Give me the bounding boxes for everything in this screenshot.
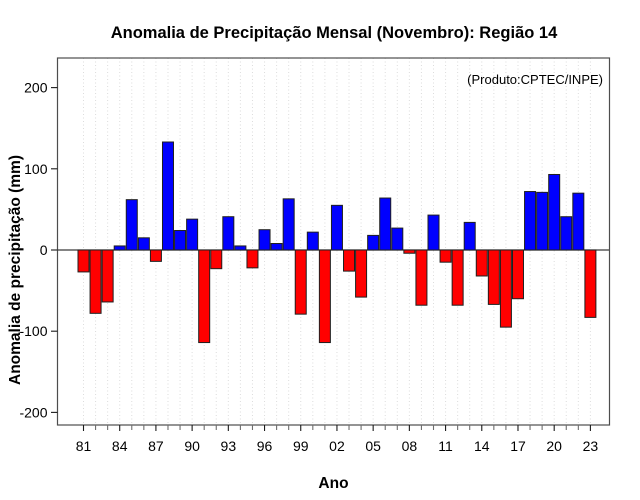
bar-2008 — [403, 249, 416, 254]
bar-2019 — [536, 191, 549, 251]
bar-2006 — [379, 197, 392, 251]
x-tick-label: 93 — [221, 438, 237, 454]
x-axis-tick-labels: 81 84 87 90 93 96 99 02 05 08 11 14 17 20 23 — [76, 438, 599, 454]
x-tick-label: 11 — [438, 438, 453, 454]
bar-2010 — [427, 214, 440, 251]
chart-title: Anomalia de Precipitação Mensal (Novembr… — [111, 24, 558, 42]
bar-1995 — [246, 249, 259, 269]
x-tick-label: 23 — [583, 438, 599, 454]
x-axis-ticks-group — [82, 425, 591, 431]
bar-2020 — [548, 173, 561, 251]
bar-2005 — [367, 234, 380, 251]
x-tick-label: 17 — [510, 438, 526, 454]
bar-2018 — [524, 191, 537, 251]
bar-1992 — [210, 249, 223, 270]
bar-2001 — [318, 249, 331, 344]
bar-2011 — [439, 249, 452, 263]
plot-frame — [56, 57, 611, 426]
x-tick-label: 02 — [329, 438, 345, 454]
x-tick-label: 20 — [546, 438, 562, 454]
bar-1984 — [113, 245, 126, 251]
y-tick-label: 200 — [24, 80, 48, 96]
bar-1986 — [137, 237, 150, 251]
y-tick-label: 100 — [24, 161, 48, 177]
bar-1981 — [77, 249, 90, 273]
bar-1982 — [89, 249, 102, 314]
bar-1988 — [161, 141, 174, 251]
bar-1990 — [186, 218, 199, 251]
bar-1983 — [101, 249, 114, 303]
bar-2002 — [330, 204, 343, 251]
bar-2007 — [391, 227, 404, 251]
bar-2015 — [487, 249, 500, 305]
y-tick-label: 0 — [40, 242, 48, 258]
bar-1991 — [198, 249, 211, 344]
x-tick-label: 84 — [112, 438, 128, 454]
y-tick-label: -100 — [19, 323, 47, 339]
bar-2013 — [463, 221, 476, 251]
x-tick-label: 87 — [148, 438, 164, 454]
bar-1996 — [258, 229, 271, 251]
bar-1989 — [174, 230, 187, 251]
y-axis-ticks-group — [51, 87, 58, 413]
bars-group — [77, 141, 597, 344]
bar-2017 — [511, 249, 524, 300]
x-axis-title: Ano — [318, 475, 348, 492]
x-tick-label: 05 — [365, 438, 381, 454]
y-axis-title: Anomalia de precipitação (mm) — [7, 155, 24, 385]
bar-1987 — [149, 249, 162, 262]
bar-2021 — [560, 216, 573, 251]
bar-2009 — [415, 249, 428, 306]
y-tick-label: -200 — [19, 404, 47, 420]
x-tick-label: 99 — [293, 438, 309, 454]
y-axis-tick-labels: 200 100 0 -100 -200 — [19, 80, 47, 421]
bar-2000 — [306, 231, 319, 251]
bar-2012 — [451, 249, 464, 306]
bar-1985 — [125, 199, 138, 251]
bar-1997 — [270, 243, 283, 251]
bar-1994 — [234, 245, 247, 251]
x-tick-label: 81 — [76, 438, 92, 454]
bar-1999 — [294, 249, 307, 315]
bar-2014 — [475, 249, 488, 277]
x-tick-label: 96 — [257, 438, 273, 454]
bar-1993 — [222, 216, 235, 251]
bar-2003 — [343, 249, 356, 272]
bar-2004 — [355, 249, 368, 298]
x-tick-label: 14 — [474, 438, 490, 454]
bar-1998 — [282, 198, 295, 251]
x-tick-label: 90 — [184, 438, 200, 454]
producer-annotation: (Produto:CPTEC/INPE) — [467, 72, 603, 87]
bar-2023 — [584, 249, 597, 318]
bar-2022 — [572, 192, 585, 251]
x-tick-label: 08 — [402, 438, 418, 454]
bar-2016 — [499, 249, 512, 328]
